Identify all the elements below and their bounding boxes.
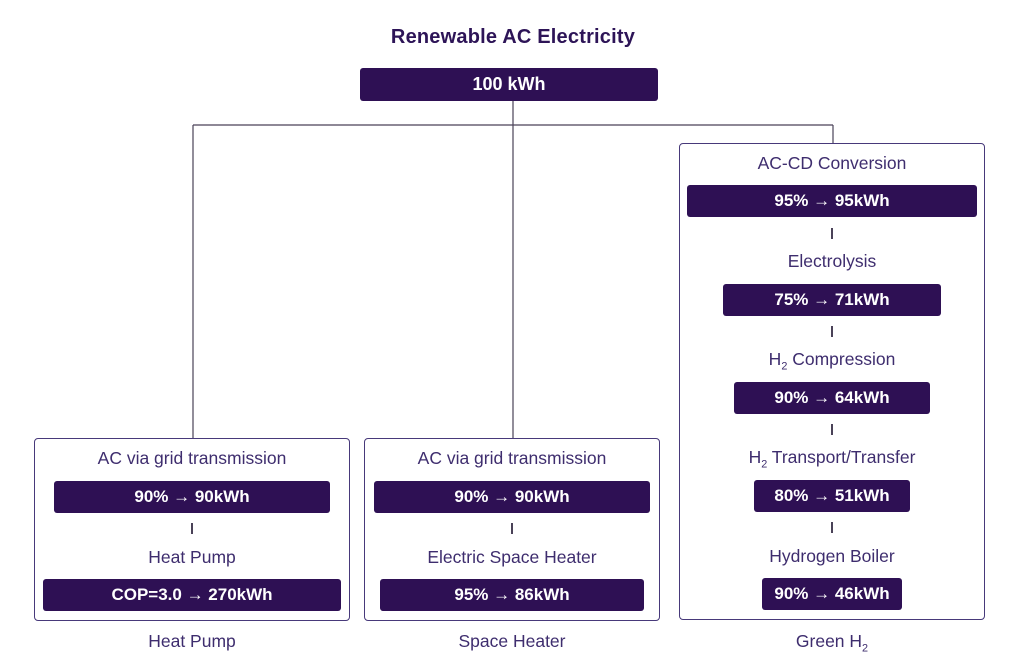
stage-label: Hydrogen Boiler (769, 545, 895, 566)
pathway-footer-green-h2: Green H2 (795, 631, 869, 655)
stage-value-bar: 75% → 71kWh (723, 283, 941, 316)
stage-value-bar: 80% → 51kWh (753, 479, 911, 512)
stage-value-bar: 95% → 95kWh (686, 185, 978, 218)
source-energy-bar: 100 kWh (360, 68, 658, 101)
stage-value-bar: 90% → 90kWh (54, 480, 330, 513)
pathway-box-heat-pump: AC via grid transmission 90% → 90kWh Hea… (34, 438, 350, 621)
stage-connector (831, 227, 833, 239)
stage-label: Electrolysis (787, 251, 877, 272)
stage-label: Heat Pump (148, 546, 236, 567)
stage-value-bar: 90% → 46kWh (761, 577, 903, 610)
diagram-title: Renewable AC Electricity (390, 26, 636, 48)
pathway-box-space-heater: AC via grid transmission 90% → 90kWh Ele… (364, 438, 660, 621)
stage-connector (831, 325, 833, 337)
stage-label: Electric Space Heater (427, 546, 597, 567)
stage-value-bar: COP=3.0 → 270kWh (43, 579, 341, 611)
stage-label: H2 Transport/Transfer (748, 447, 916, 471)
pathway-footer-space-heater: Space Heater (458, 631, 566, 651)
stage-label: AC-CD Conversion (757, 153, 907, 173)
stage-value-bar: 90% → 64kWh (734, 381, 930, 414)
stage-value-bar: 90% → 90kWh (374, 480, 650, 513)
stage-connector (511, 523, 513, 534)
stage-value-bar: 95% → 86kWh (380, 579, 644, 611)
stage-connector (831, 424, 833, 435)
stage-label: AC via grid transmission (97, 448, 287, 468)
pathway-footer-heat-pump: Heat Pump (148, 631, 236, 651)
stage-connector (831, 522, 833, 534)
stage-connector (191, 523, 193, 534)
stage-label: H2 Compression (768, 349, 896, 373)
pathway-box-green-h2: AC-CD Conversion 95% → 95kWh Electrolysi… (679, 143, 985, 620)
stage-label: AC via grid transmission (417, 448, 607, 468)
source-energy-value: 100 kWh (472, 74, 546, 94)
